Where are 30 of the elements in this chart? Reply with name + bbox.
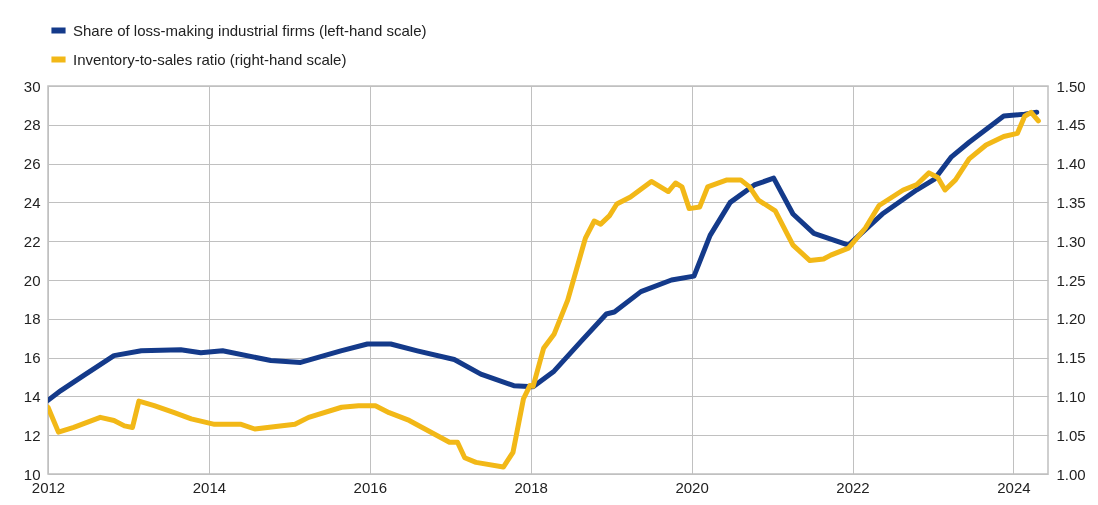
y2-tick-label: 1.30 [1056, 232, 1086, 250]
legend-label: Inventory-to-sales ratio (right-hand scale) [73, 50, 347, 68]
y2-tick-label: 1.50 [1056, 77, 1086, 95]
y2-tick-label: 1.10 [1056, 387, 1086, 405]
y2-tick-label: 1.05 [1056, 426, 1086, 444]
y-tick-label: 22 [23, 232, 41, 250]
y-tick-label: 10 [23, 465, 41, 483]
x-tick-label: 2014 [192, 478, 227, 496]
y2-tick-label: 1.25 [1056, 271, 1086, 289]
y-tick-label: 14 [23, 387, 41, 405]
y-tick-label: 30 [23, 77, 41, 95]
y-tick-label: 18 [23, 310, 41, 328]
legend-label: Share of loss-making industrial firms (left-hand scale) [73, 21, 427, 39]
y2-tick-label: 1.45 [1056, 116, 1086, 134]
x-tick-label: 2018 [514, 478, 548, 496]
y-tick-label: 12 [23, 426, 41, 444]
y-tick-label: 24 [23, 193, 41, 211]
x-tick-label: 2016 [353, 478, 387, 496]
y2-tick-label: 1.20 [1056, 310, 1086, 328]
y-tick-label: 28 [23, 116, 41, 134]
y-tick-label: 16 [23, 349, 41, 367]
x-tick-label: 2020 [675, 478, 709, 496]
y2-tick-label: 1.40 [1056, 155, 1086, 173]
y2-tick-label: 1.15 [1056, 349, 1086, 367]
y-tick-label: 26 [23, 155, 41, 173]
y2-tick-label: 1.35 [1056, 193, 1086, 211]
y2-tick-label: 1.00 [1056, 465, 1086, 483]
x-tick-label: 2024 [997, 478, 1031, 496]
x-tick-label: 2022 [836, 478, 870, 496]
y-tick-label: 20 [23, 271, 41, 289]
